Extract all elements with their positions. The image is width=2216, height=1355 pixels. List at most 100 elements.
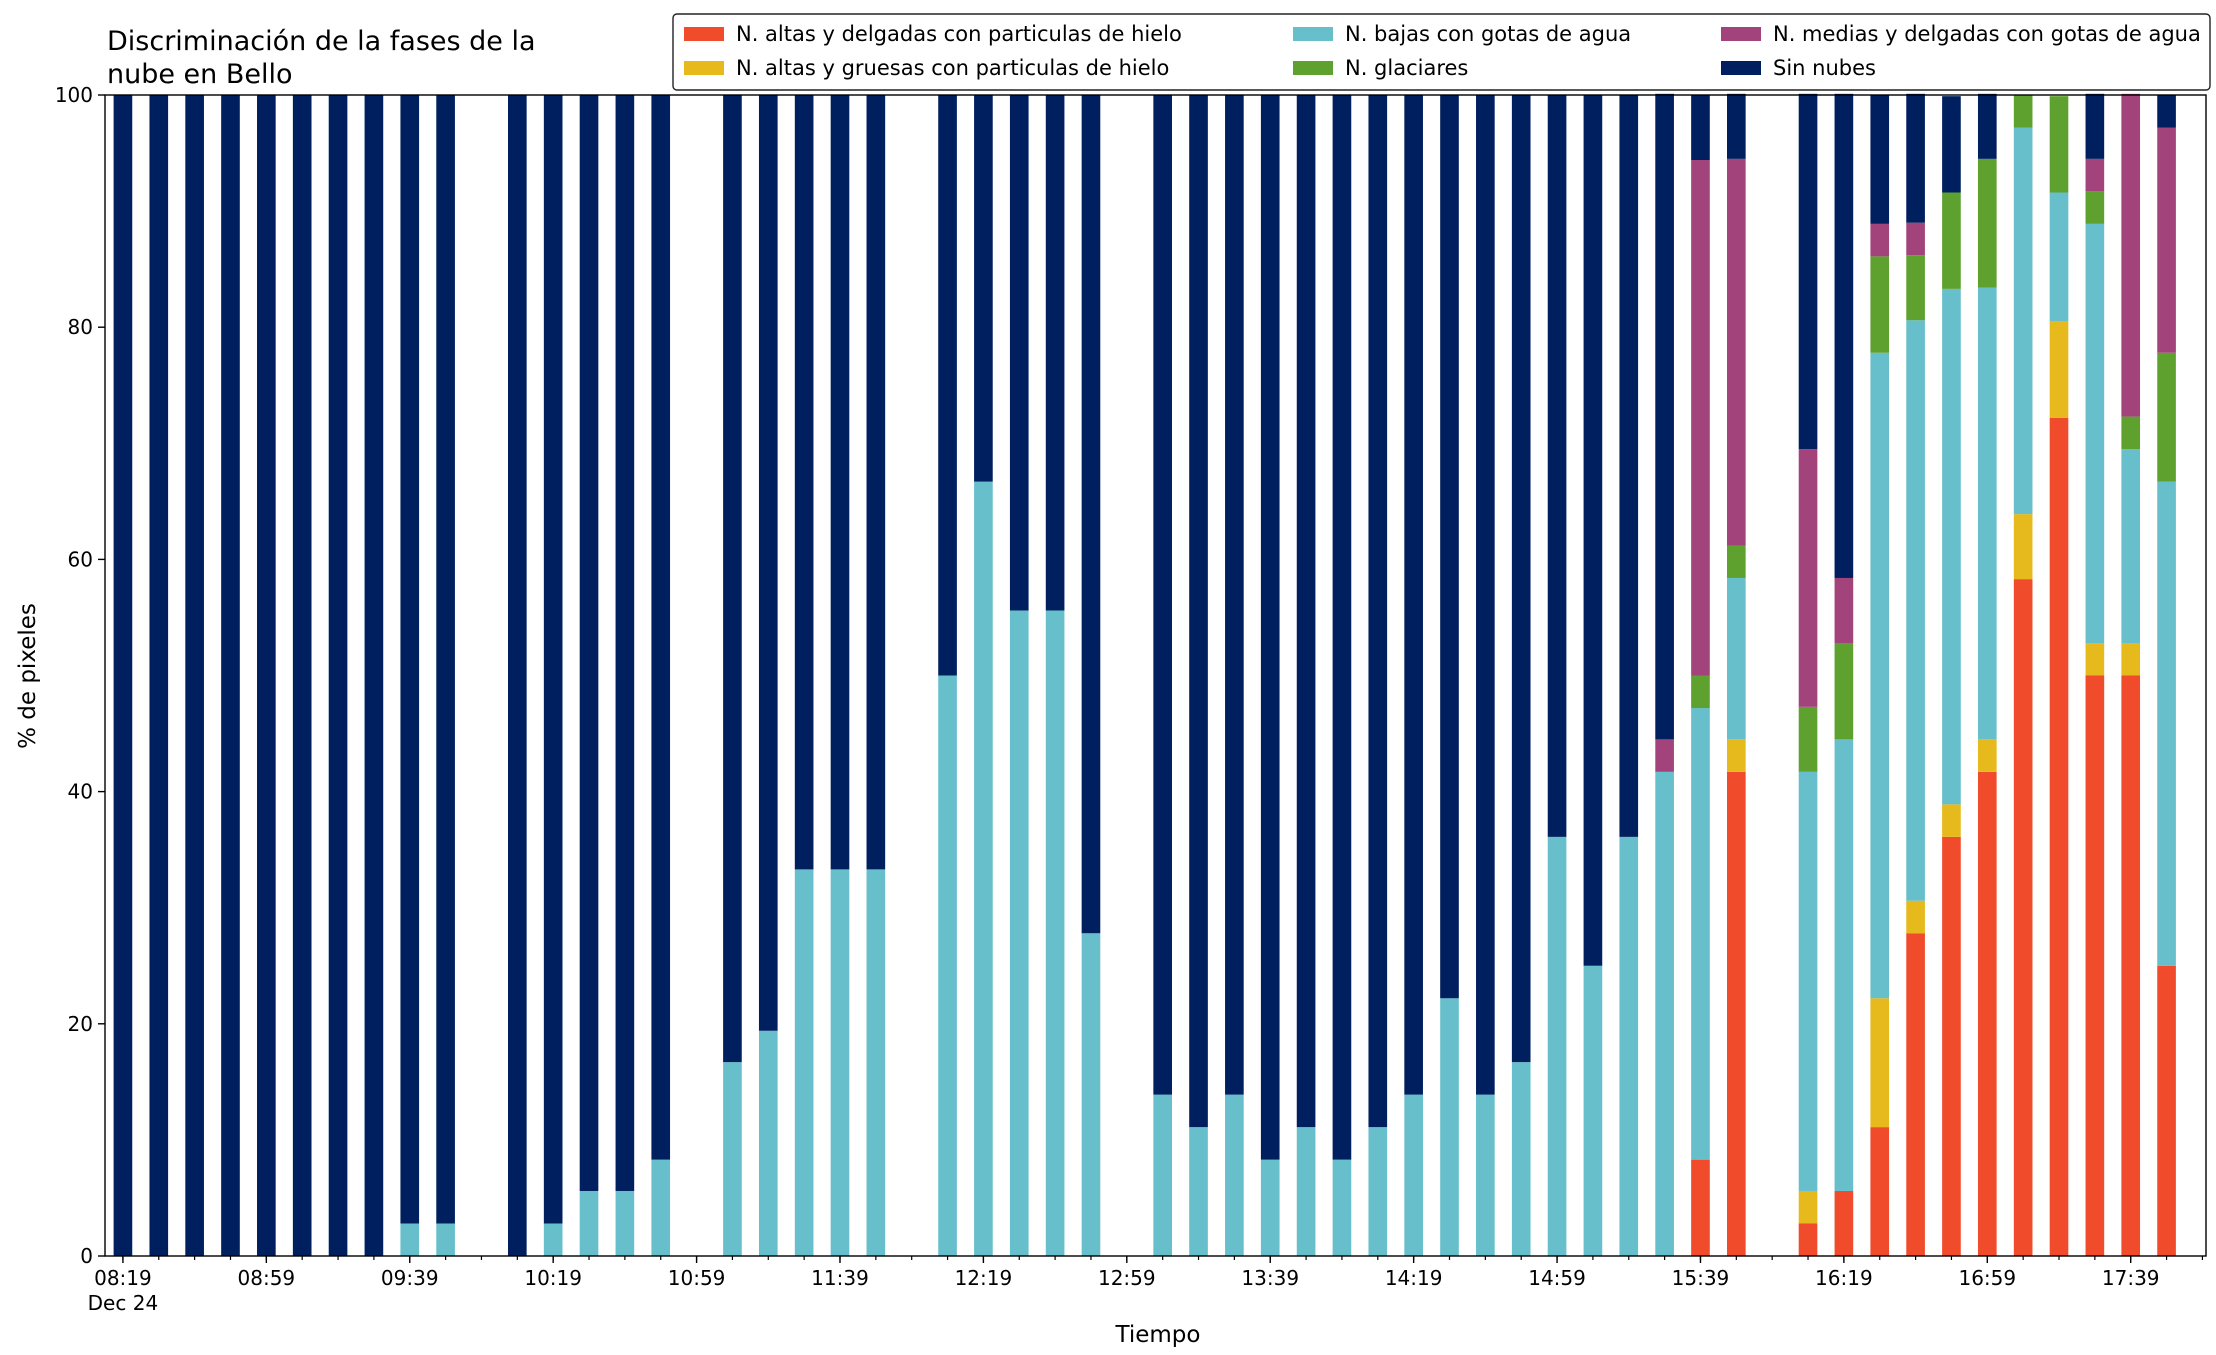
x-tick-label: 12:59	[1098, 1266, 1156, 1290]
legend: N. altas y delgadas con particulas de hi…	[672, 13, 2211, 91]
legend-label: N. altas y delgadas con particulas de hi…	[736, 22, 1182, 46]
x-tick-label: 12:19	[955, 1266, 1013, 1290]
bar-segment	[974, 95, 993, 482]
bar-segment	[723, 1062, 742, 1256]
bar-segment	[436, 1223, 455, 1256]
x-tick-label: 16:59	[1958, 1266, 2016, 1290]
bar-segment	[2121, 416, 2141, 450]
bar-segment	[1906, 222, 1925, 256]
bar-segment	[1655, 93, 1674, 740]
legend-label: Sin nubes	[1773, 56, 1876, 80]
bar-segment	[1942, 96, 1961, 193]
x-tick-label: 17:39	[2102, 1266, 2160, 1290]
bar-segment	[1977, 739, 1997, 772]
bar-segment	[1727, 545, 1746, 578]
y-tick-label: 40	[68, 780, 93, 804]
x-tick-label: 10:19	[524, 1266, 582, 1290]
bar-segment	[1977, 771, 1997, 1256]
bar-segment	[1296, 95, 1316, 1128]
bar-segment	[794, 95, 814, 870]
bar-segment	[2121, 449, 2141, 643]
bar-segment	[1440, 998, 1459, 1256]
bar-segment	[2085, 93, 2105, 159]
bar-segment	[1727, 577, 1746, 740]
bar-segment	[1260, 1159, 1280, 1256]
legend-swatch	[1721, 27, 1761, 41]
legend-swatch	[1293, 27, 1333, 41]
bar-segment	[579, 1190, 599, 1256]
bars	[113, 93, 2176, 1256]
bar-segment	[651, 1159, 671, 1256]
bar-segment	[1225, 95, 1244, 1095]
bar-segment	[1332, 1159, 1352, 1256]
bar-segment	[974, 481, 993, 1256]
bar-segment	[2121, 642, 2141, 676]
bar-segment	[1942, 288, 1961, 805]
bar-segment	[579, 95, 599, 1191]
bar-segment	[2085, 223, 2105, 643]
bar-segment	[1153, 1094, 1172, 1256]
legend-box	[672, 13, 2211, 91]
bar-segment	[1870, 352, 1890, 999]
bar-segment	[1870, 998, 1890, 1128]
bar-segment	[1547, 836, 1567, 1256]
x-tick-label: 14:59	[1528, 1266, 1586, 1290]
bar-segment	[1870, 223, 1890, 257]
bar-segment	[1009, 610, 1029, 1256]
bar-segment	[2121, 93, 2141, 417]
bar-segment	[2049, 96, 2069, 193]
bar-segment	[400, 1223, 420, 1256]
bar-segment	[1691, 95, 1710, 161]
bar-segment	[1189, 95, 1208, 1128]
bar-segment	[2157, 965, 2176, 1256]
legend-swatch	[1721, 61, 1761, 75]
bar-segment	[758, 1030, 778, 1256]
bar-segment	[1189, 1127, 1208, 1256]
bar-segment	[1404, 95, 1423, 1095]
bar-segment	[113, 95, 133, 1256]
bar-segment	[507, 95, 527, 1256]
bar-segment	[1870, 95, 1890, 224]
bar-segment	[1404, 1094, 1423, 1256]
x-tick-label: 08:19	[94, 1266, 152, 1290]
y-tick-label: 100	[55, 83, 93, 107]
bar-segment	[2049, 417, 2069, 1256]
bar-segment	[1619, 836, 1639, 1256]
bar-segment	[1583, 95, 1603, 966]
bar-segment	[2049, 321, 2069, 418]
legend-label: N. bajas con gotas de agua	[1345, 22, 1631, 46]
chart-title: Discriminación de la fases de la	[107, 26, 536, 57]
bar-segment	[2013, 95, 2033, 128]
bar-segment	[1798, 1190, 1818, 1224]
bar-segment	[1296, 1127, 1316, 1256]
bar-segment	[794, 869, 814, 1256]
bar-segment	[1798, 706, 1818, 772]
x-tick-label: 11:39	[811, 1266, 869, 1290]
bar-segment	[866, 95, 886, 870]
bar-segment	[364, 95, 384, 1256]
bar-segment	[221, 95, 240, 1256]
bar-segment	[1655, 771, 1674, 1256]
bar-segment	[400, 95, 420, 1224]
y-axis-label: % de pixeles	[15, 603, 41, 749]
legend-swatch	[684, 61, 724, 75]
bar-segment	[1834, 739, 1854, 1191]
bar-segment	[830, 95, 850, 870]
bar-segment	[651, 95, 671, 1160]
bar-segment	[1834, 93, 1854, 578]
bar-segment	[1081, 95, 1101, 934]
bar-segment	[1942, 192, 1961, 289]
bar-segment	[1727, 771, 1746, 1256]
bar-segment	[543, 95, 563, 1224]
x-tick-sublabel: Dec 24	[88, 1291, 159, 1315]
bar-segment	[1153, 95, 1172, 1095]
bar-segment	[2157, 95, 2176, 128]
bar-segment	[1727, 158, 1746, 546]
bar-segment	[1977, 158, 1997, 288]
bar-segment	[328, 95, 348, 1256]
bar-segment	[1368, 95, 1388, 1128]
bar-segment	[2013, 514, 2033, 580]
bar-segment	[2085, 675, 2105, 1256]
bar-segment	[2121, 675, 2141, 1256]
bar-segment	[149, 95, 169, 1256]
